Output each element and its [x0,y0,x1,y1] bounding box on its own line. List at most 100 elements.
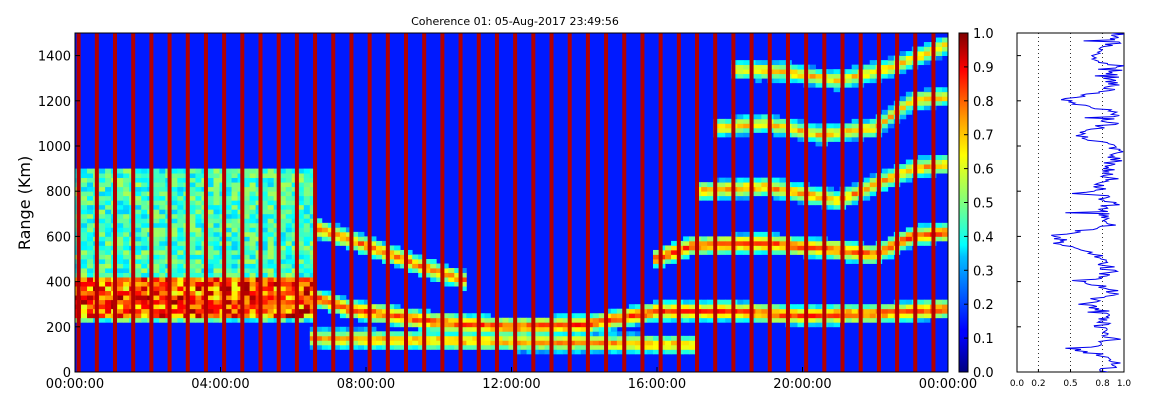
heatmap-cell [598,340,606,346]
heatmap-cell [634,331,642,337]
heatmap-cell [315,326,323,332]
heatmap-cell [755,64,762,70]
heatmap-cell [382,254,389,260]
heatmap-cell [279,304,287,310]
heatmap-cell [899,51,907,56]
heatmap-cell [556,322,564,328]
heatmap-cell [309,168,317,174]
heatmap-cell [442,317,449,323]
heatmap-cell [309,299,317,305]
heatmap-cell [141,304,148,310]
heatmap-cell [923,159,931,165]
heatmap-cell [309,240,317,246]
heatmap-cell [261,254,269,260]
heatmap-cell [267,268,275,273]
heatmap-cell [141,281,148,287]
heatmap-cell [394,263,401,269]
heatmap-cell [917,222,925,228]
colorbar-tick-label: 0.3 [973,264,994,279]
heatmap-cell [159,186,166,192]
heatmap-cell [394,313,401,319]
heatmap-cell [309,268,317,273]
heatmap-cell [574,322,582,328]
heatmap-cell [123,317,130,323]
heatmap-cell [297,317,305,323]
heatmap-cell [279,259,287,264]
heatmap-cell [809,254,816,260]
heatmap-cell [562,313,570,319]
heatmap-cell [881,123,889,129]
heatmap-cell [267,313,275,319]
heatmap-cell [376,308,383,314]
heatmap-cell [743,304,750,310]
heatmap-cell [207,313,214,319]
heatmap-cell [261,173,269,179]
heatmap-cell [231,308,238,314]
heatmap-cell [701,299,708,305]
heatmap-cell [231,254,238,260]
heatmap-cell [863,64,871,70]
heatmap-cell [231,277,238,282]
heatmap-cell [418,340,425,346]
heatmap-cell [309,272,317,278]
heatmap-cell [671,299,678,305]
heatmap-cell [207,186,214,192]
heatmap-cell [424,322,431,328]
heatmap-cell [568,322,576,328]
heatmap-cell [388,308,395,314]
heatmap-cell [177,254,184,260]
heatmap-cell [135,177,142,183]
heatmap-cell [123,236,130,242]
heatmap-cell [923,42,931,47]
heatmap-cell [345,240,353,246]
heatmap-cell [99,173,106,179]
heatmap-cell [267,240,275,246]
heatmap-cell [382,249,389,255]
heatmap-cell [261,195,269,201]
heatmap-cell [773,308,780,314]
colorbar-tick-label: 0.2 [973,298,994,313]
heatmap-cell [484,317,491,323]
heatmap-cell [195,227,202,233]
heatmap-cell [809,304,816,310]
heatmap-cell [833,87,841,93]
heatmap-cell [899,96,907,102]
heatmap-cell [809,245,816,251]
heatmap-cell [81,227,88,233]
heatmap-cell [755,313,762,319]
heatmap-cell [231,286,238,292]
heatmap-cell [436,322,443,328]
heatmap-cell [213,195,220,201]
heatmap-cell [707,313,714,319]
heatmap-cell [568,313,576,319]
heatmap-cell [297,259,305,264]
heatmap-cell [297,222,305,228]
heatmap-cell [887,304,895,310]
heatmap-cell [454,326,461,332]
heatmap-cell [514,317,521,323]
heatmap-cell [195,254,202,260]
heatmap-cell [177,286,184,292]
heatmap-cell [550,317,558,323]
heatmap-cell [279,218,287,224]
heatmap-cell [363,340,371,346]
heatmap-cell [388,254,395,260]
heatmap-cell [598,335,606,341]
heatmap-cell [809,249,816,255]
heatmap-cell [285,290,293,296]
heatmap-cell [652,259,660,264]
side-profile-plot: 0.0 0.2 0.5 0.8 1.0 [1010,32,1131,389]
heatmap-cell [213,222,220,228]
heatmap-cell [827,136,835,142]
heatmap-cell [863,308,871,314]
heatmap-cell [315,295,323,301]
heatmap-cell [923,168,931,174]
heatmap-cell [249,240,257,246]
heatmap-cell [382,313,389,319]
heatmap-cell [442,272,449,278]
heatmap-cell [628,313,636,319]
heatmap-cell [309,304,317,310]
heatmap-cell [917,55,925,61]
heatmap-cell [761,69,768,75]
heatmap-cell [327,222,335,228]
